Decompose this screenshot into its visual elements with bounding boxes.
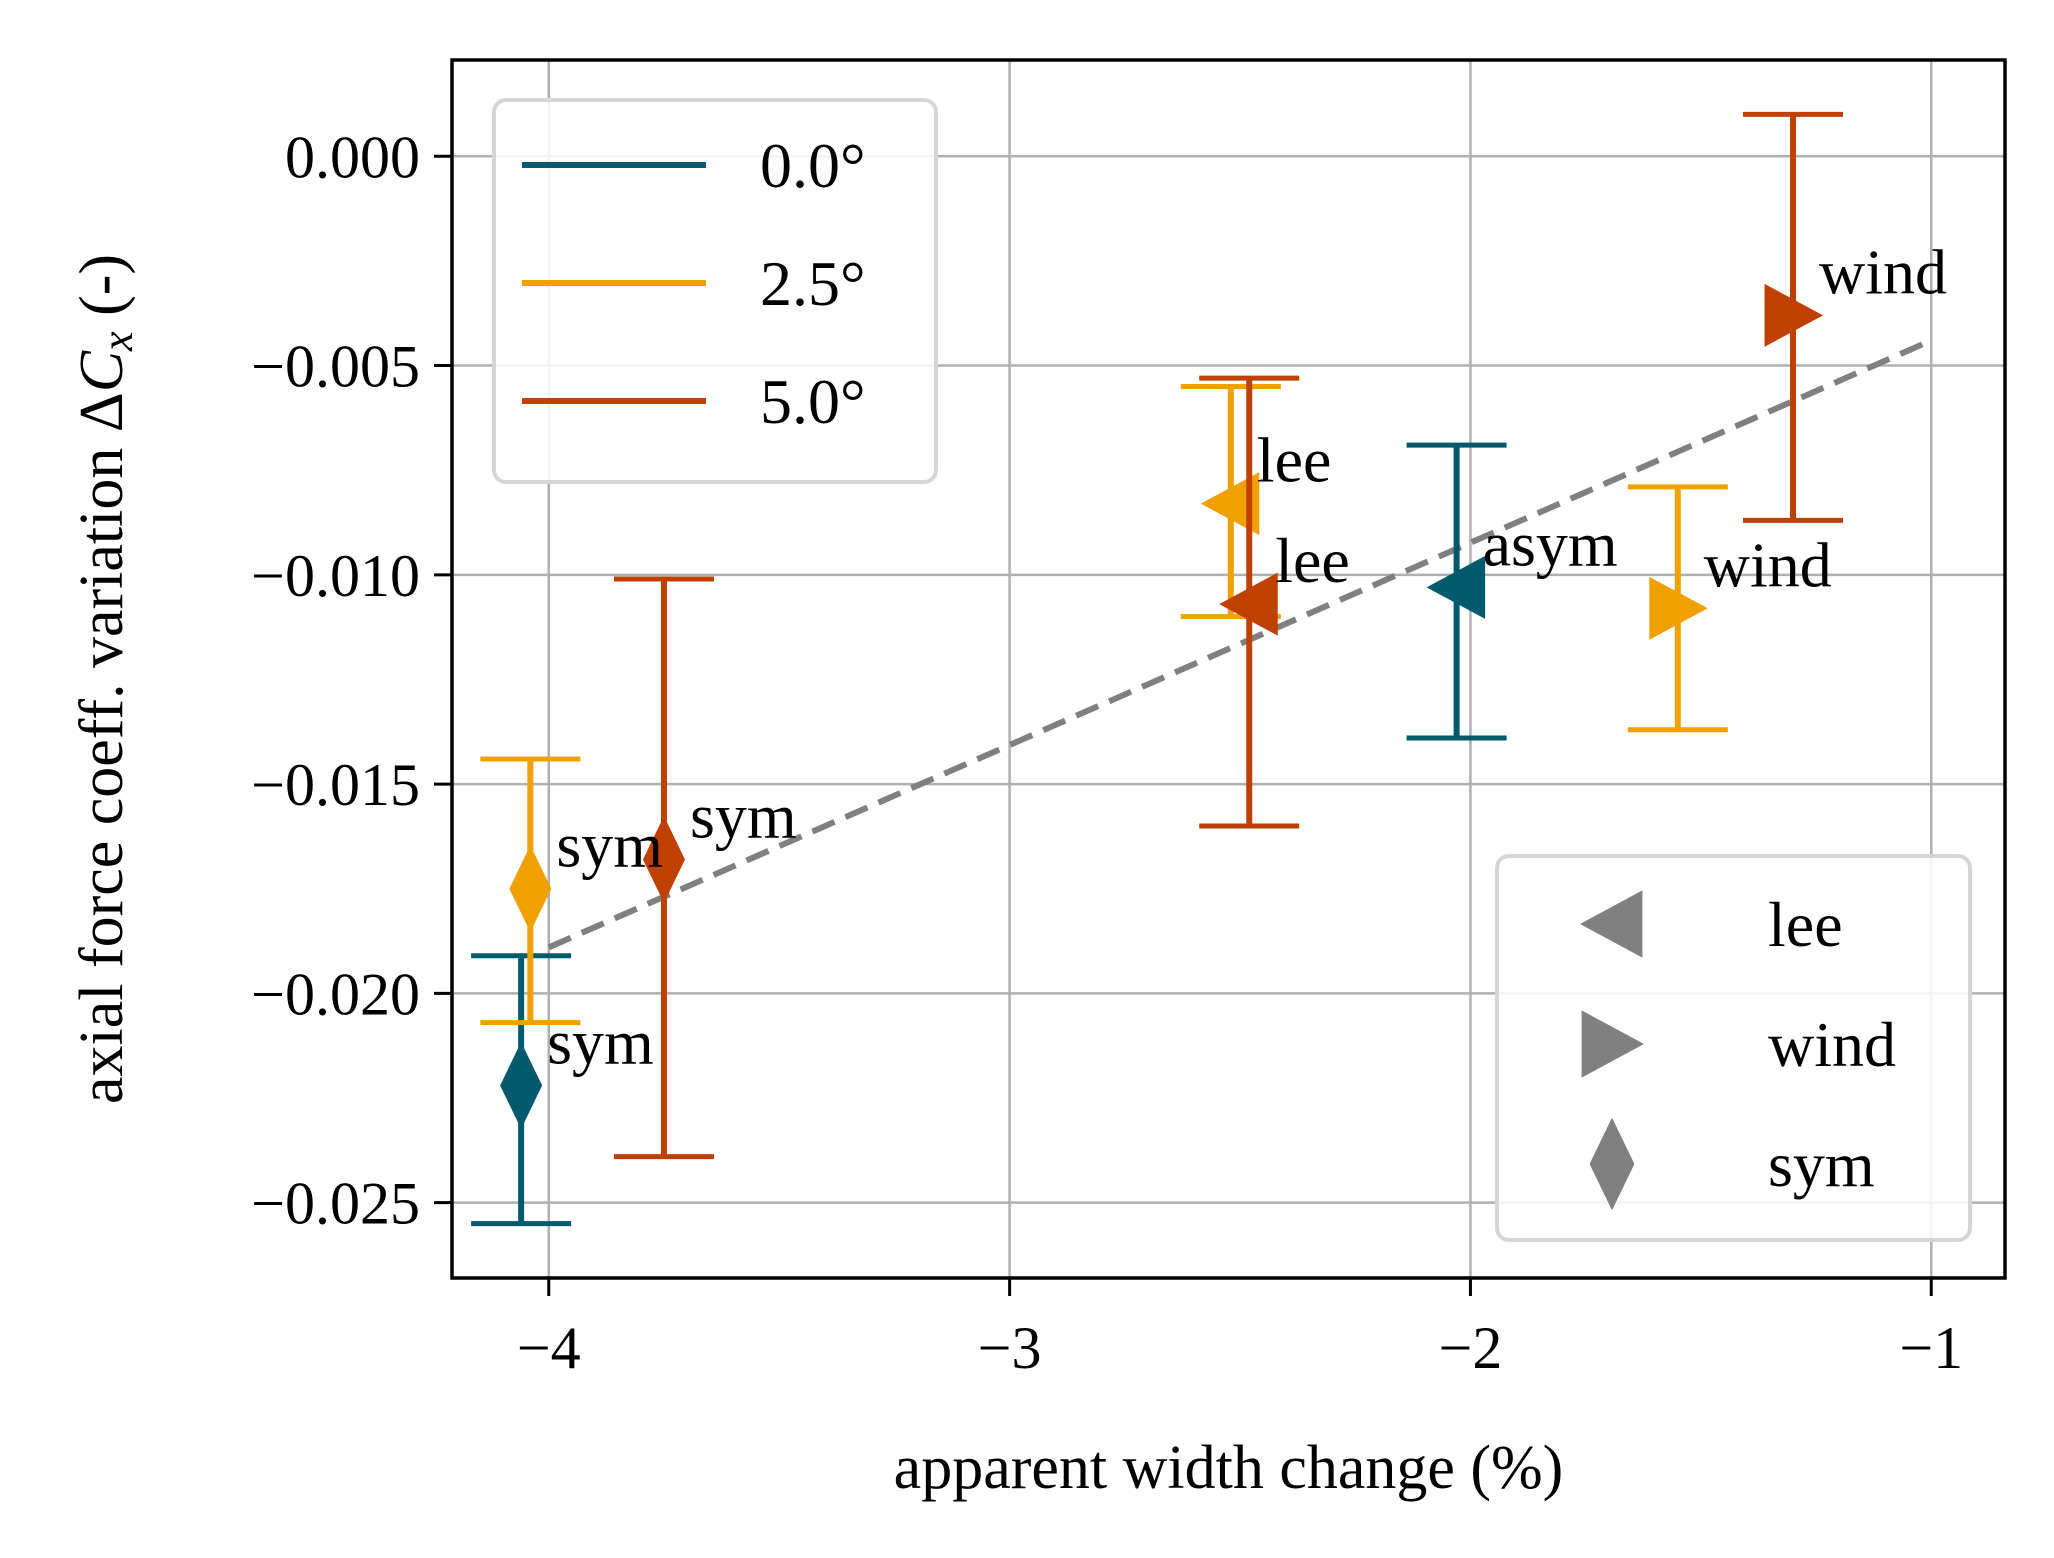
x-tick-label: −2 xyxy=(1439,1315,1503,1381)
data-marker xyxy=(1426,555,1486,619)
legend-marker-lee-icon xyxy=(1580,890,1643,958)
legend-markers: lee wind sym xyxy=(1495,854,1972,1242)
x-tick-label: −1 xyxy=(1899,1315,1963,1381)
legend-color-label: 0.0° xyxy=(760,130,866,201)
annotations: sym asym sym lee wind sym lee wind xyxy=(547,236,1947,1077)
y-tick-label: 0.000 xyxy=(285,124,420,190)
legend-frame xyxy=(1495,854,1972,1242)
point-annotation: wind xyxy=(1819,236,1947,307)
y-tick-label: −0.010 xyxy=(251,543,420,609)
point-annotation: lee xyxy=(1275,525,1350,596)
point-annotation: asym xyxy=(1483,508,1618,579)
plot-frame xyxy=(450,58,2007,1280)
y-tick-label: −0.015 xyxy=(251,752,420,818)
legend-marker-wind-icon xyxy=(1581,1010,1644,1078)
point-annotation: sym xyxy=(690,780,797,851)
y-tick-label: −0.005 xyxy=(251,334,420,400)
legend-marker-label: lee xyxy=(1768,889,1843,960)
legend-marker-sym-icon xyxy=(1589,1117,1635,1211)
y-tick-label: −0.025 xyxy=(251,1171,420,1237)
legend-color-label: 2.5° xyxy=(760,248,866,319)
point-annotation: sym xyxy=(556,810,663,881)
x-tick-label: −4 xyxy=(517,1315,581,1381)
point-annotation: sym xyxy=(547,1006,654,1077)
series-group xyxy=(471,111,1844,1227)
legend-marker-label: sym xyxy=(1768,1129,1875,1200)
legend-marker-label: wind xyxy=(1768,1009,1896,1080)
data-marker xyxy=(500,1041,543,1129)
data-marker xyxy=(1200,472,1260,536)
legend-color-label: 5.0° xyxy=(760,366,866,437)
data-marker xyxy=(642,815,685,903)
data-marker xyxy=(1649,576,1708,640)
legend-frame xyxy=(492,98,938,484)
x-tick-label: −3 xyxy=(978,1315,1042,1381)
point-annotation: lee xyxy=(1257,425,1332,496)
data-marker xyxy=(509,845,552,933)
data-marker xyxy=(1219,572,1278,636)
data-marker xyxy=(1764,283,1824,347)
y-tick-label: −0.020 xyxy=(251,961,420,1027)
x-axis-label: apparent width change (%) xyxy=(894,1434,1564,1502)
legend-colors: 0.0° 2.5° 5.0° xyxy=(492,98,938,484)
y-axis-label: axial force coeff. variation ΔCx (-) xyxy=(68,254,142,1104)
ticks: −4 −3 −2 −1 0.000 −0.005 −0.010 −0.015 −0.020 −0.… xyxy=(251,124,1963,1381)
point-annotation: wind xyxy=(1704,529,1832,600)
